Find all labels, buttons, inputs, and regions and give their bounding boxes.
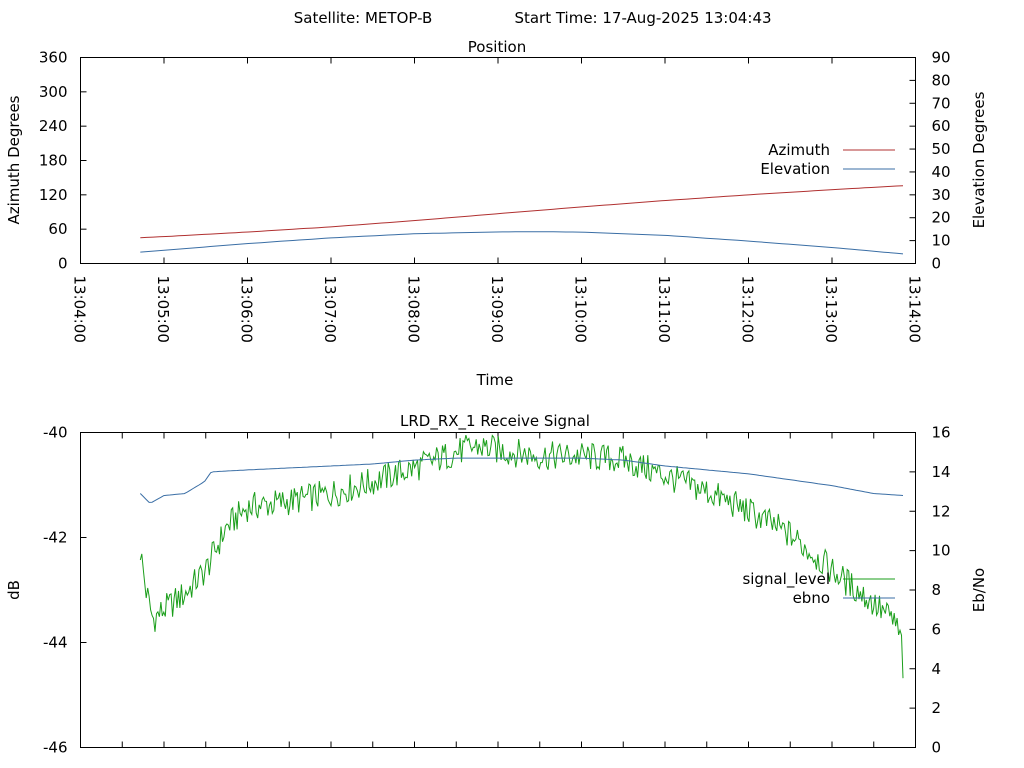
position-chart-marks: 0 60 120 180 240 300 360 0 10 20 30 40 50 60 70 80 90 13:… bbox=[39, 49, 951, 343]
y2-tick-label: 20 bbox=[932, 209, 951, 227]
position-y-axis-label: Azimuth Degrees bbox=[5, 95, 23, 224]
y2-tick-label: 10 bbox=[932, 232, 951, 250]
series-line-Elevation bbox=[140, 231, 904, 255]
y2-tick-label: 0 bbox=[932, 739, 942, 757]
y2-tick-label: 8 bbox=[932, 581, 942, 599]
y-tick-label: 60 bbox=[48, 220, 67, 238]
position-chart: Position 0 60 120 180 240 300 360 0 10 20 30 40 50 60… bbox=[5, 38, 988, 389]
y2-tick-label: 90 bbox=[932, 49, 951, 67]
y-tick-label: -44 bbox=[43, 634, 68, 652]
x-tick-label: 13:06:00 bbox=[238, 276, 256, 343]
y2-tick-label: 12 bbox=[932, 502, 951, 520]
series-line-ebno bbox=[139, 457, 904, 503]
x-tick-label: 13:08:00 bbox=[405, 276, 423, 343]
signal-chart-marks: -46 -44 -42 -40 0 2 4 6 8 10 12 14 16 signal_levelebn… bbox=[43, 424, 951, 757]
y-tick-label: 120 bbox=[39, 186, 68, 204]
y-tick-label: -40 bbox=[43, 424, 68, 442]
y2-tick-label: 50 bbox=[932, 140, 951, 158]
y2-tick-label: 6 bbox=[932, 620, 942, 638]
y-tick-label: 240 bbox=[39, 117, 68, 135]
y-tick-label: 180 bbox=[39, 152, 68, 170]
x-tick-label: 13:09:00 bbox=[488, 276, 506, 343]
y-tick-label: 0 bbox=[58, 255, 68, 273]
signal-chart-title: LRD_RX_1 Receive Signal bbox=[400, 412, 590, 431]
x-tick-label: 13:10:00 bbox=[572, 276, 590, 343]
satellite-label: Satellite: METOP-B bbox=[294, 9, 433, 27]
y2-tick-label: 30 bbox=[932, 186, 951, 204]
position-chart-title: Position bbox=[468, 38, 526, 56]
signal-y2-axis-label: Eb/No bbox=[970, 568, 988, 612]
y2-tick-label: 60 bbox=[932, 117, 951, 135]
x-tick-label: 13:13:00 bbox=[822, 276, 840, 343]
y2-tick-label: 2 bbox=[932, 699, 942, 717]
x-tick-label: 13:05:00 bbox=[154, 276, 172, 343]
series-line-signal_level bbox=[139, 434, 904, 679]
x-tick-label: 13:11:00 bbox=[655, 276, 673, 343]
y-tick-label: -42 bbox=[43, 529, 68, 547]
position-y2-axis-label: Elevation Degrees bbox=[970, 91, 988, 228]
y-tick-label: 360 bbox=[39, 49, 68, 67]
legend-label-Elevation: Elevation bbox=[760, 160, 830, 178]
y2-tick-label: 10 bbox=[932, 542, 951, 560]
y2-tick-label: 16 bbox=[932, 424, 951, 442]
y2-tick-label: 70 bbox=[932, 94, 951, 112]
x-tick-label: 13:07:00 bbox=[321, 276, 339, 343]
x-tick-label: 13:14:00 bbox=[906, 276, 924, 343]
y2-tick-label: 40 bbox=[932, 163, 951, 181]
y2-tick-label: 80 bbox=[932, 71, 951, 89]
y-tick-label: 300 bbox=[39, 83, 68, 101]
x-tick-label: 13:04:00 bbox=[71, 276, 89, 343]
signal-y-axis-label: dB bbox=[5, 580, 23, 600]
start-time-label: Start Time: 17-Aug-2025 13:04:43 bbox=[514, 9, 771, 27]
legend-label-Azimuth: Azimuth bbox=[768, 141, 830, 159]
y-tick-label: -46 bbox=[43, 739, 68, 757]
y2-tick-label: 14 bbox=[932, 463, 951, 481]
legend-label-signal_level: signal_level bbox=[742, 570, 830, 589]
position-x-axis-label: Time bbox=[476, 371, 514, 389]
x-tick-label: 13:12:00 bbox=[739, 276, 757, 343]
y2-tick-label: 0 bbox=[932, 255, 942, 273]
signal-chart: LRD_RX_1 Receive Signal -46 -44 -42 -40 0 2 4 6… bbox=[5, 412, 988, 757]
series-line-Azimuth bbox=[140, 185, 904, 239]
legend-label-ebno: ebno bbox=[793, 589, 830, 607]
y2-tick-label: 4 bbox=[932, 660, 942, 678]
